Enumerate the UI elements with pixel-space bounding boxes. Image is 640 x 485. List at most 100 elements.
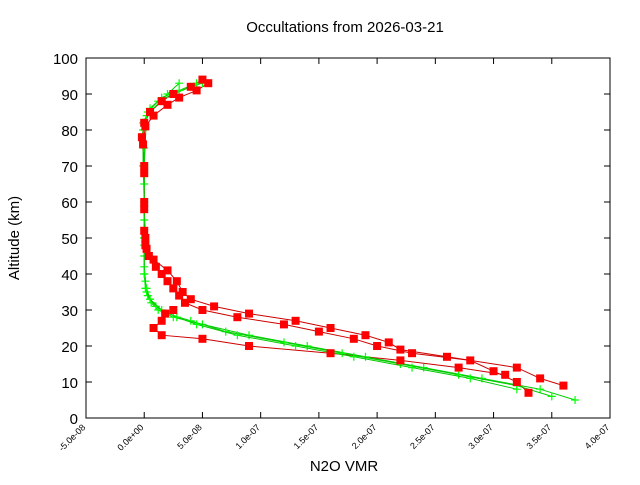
- data-point-square: [169, 90, 178, 98]
- data-point-square: [178, 288, 187, 296]
- series-line: [143, 82, 517, 390]
- data-point-plus: [547, 392, 556, 401]
- data-point-plus: [512, 385, 521, 394]
- data-point-square: [140, 198, 149, 206]
- data-point-square: [144, 252, 153, 260]
- data-point-plus: [466, 374, 475, 383]
- data-point-square: [559, 381, 568, 390]
- data-point-square: [512, 378, 521, 386]
- x-tick-label: 5.0e-08: [175, 422, 204, 451]
- x-tick-label: 3.0e-07: [466, 422, 495, 451]
- data-point-square: [141, 122, 150, 131]
- data-point-plus: [140, 270, 149, 278]
- data-point-square: [245, 342, 254, 350]
- data-point-square: [151, 262, 160, 271]
- data-point-square: [157, 270, 166, 278]
- data-point-square: [536, 374, 545, 383]
- data-point-square: [157, 316, 166, 325]
- y-tick-label: 50: [61, 231, 78, 248]
- chart-title: Occultations from 2026-03-21: [246, 19, 444, 36]
- data-point-square: [142, 244, 151, 253]
- y-tick-label: 30: [61, 303, 78, 320]
- y-axis-label: Altitude (km): [6, 196, 23, 280]
- data-point-square: [442, 352, 451, 361]
- data-point-plus: [408, 363, 417, 372]
- plot-frame: [85, 57, 611, 419]
- series-line: [142, 82, 552, 397]
- data-point-square: [149, 324, 158, 332]
- x-tick-label: 2.0e-07: [350, 422, 379, 451]
- data-point-square: [198, 306, 207, 314]
- data-point-square: [524, 388, 533, 397]
- series-line: [141, 79, 529, 394]
- data-point-square: [137, 133, 146, 142]
- data-point-square: [489, 367, 498, 376]
- data-point-square: [157, 331, 166, 340]
- data-point-square: [396, 356, 405, 365]
- data-point-plus: [571, 396, 580, 404]
- data-point-square: [326, 324, 335, 332]
- plot-area: [137, 75, 580, 404]
- x-axis-label: N2O VMR: [310, 458, 379, 475]
- x-tick-label: 1.0e-07: [233, 422, 262, 451]
- data-point-square: [361, 331, 370, 340]
- data-point-square: [140, 226, 149, 235]
- data-point-square: [210, 302, 219, 311]
- y-tick-label: 40: [61, 267, 78, 284]
- data-point-plus: [233, 331, 242, 340]
- data-point-plus: [279, 338, 288, 347]
- data-point-square: [157, 97, 166, 106]
- x-tick-label: 2.5e-07: [408, 422, 437, 451]
- data-point-square: [291, 316, 300, 325]
- data-point-plus: [142, 284, 151, 293]
- data-point-square: [163, 266, 172, 275]
- data-point-plus: [291, 342, 300, 350]
- data-point-square: [204, 79, 213, 88]
- data-point-square: [373, 342, 382, 350]
- data-point-plus: [175, 79, 184, 88]
- data-point-square: [163, 100, 172, 109]
- y-tick-label: 90: [61, 87, 78, 104]
- data-point-square: [149, 111, 158, 120]
- data-point-square: [139, 140, 148, 149]
- data-point-square: [172, 277, 181, 286]
- data-point-square: [186, 82, 195, 91]
- data-point-square: [180, 298, 189, 307]
- x-tick-label: 1.5e-07: [292, 422, 321, 451]
- data-point-square: [384, 338, 393, 347]
- data-point-square: [149, 255, 158, 264]
- y-tick-label: 20: [61, 339, 78, 356]
- data-point-square: [245, 309, 254, 318]
- data-point-square: [466, 356, 475, 365]
- data-point-square: [408, 349, 417, 358]
- data-point-plus: [146, 295, 155, 304]
- data-point-square: [192, 86, 201, 95]
- data-point-square: [186, 295, 195, 304]
- data-point-plus: [172, 313, 181, 322]
- data-point-square: [279, 320, 288, 329]
- data-point-square: [326, 349, 335, 358]
- data-point-plus: [349, 352, 358, 361]
- data-point-square: [175, 93, 184, 102]
- x-tick-label: 0.0e+00: [115, 422, 145, 452]
- y-tick-label: 60: [61, 195, 78, 212]
- data-point-plus: [454, 370, 463, 379]
- y-tick-label: 70: [61, 159, 78, 176]
- data-point-square: [140, 169, 149, 178]
- data-point-square: [163, 277, 172, 286]
- data-point-plus: [536, 385, 545, 394]
- data-point-square: [141, 234, 150, 242]
- x-tick-label: 3.5e-07: [525, 422, 554, 451]
- data-point-square: [349, 334, 358, 343]
- data-point-square: [140, 162, 149, 170]
- data-point-square: [198, 75, 207, 84]
- data-point-square: [161, 309, 170, 318]
- series-line: [142, 82, 576, 401]
- data-point-square: [314, 327, 323, 336]
- y-tick-label: 80: [61, 123, 78, 140]
- data-point-square: [233, 313, 242, 322]
- y-tick-label: 10: [61, 375, 78, 392]
- data-point-square: [396, 345, 405, 354]
